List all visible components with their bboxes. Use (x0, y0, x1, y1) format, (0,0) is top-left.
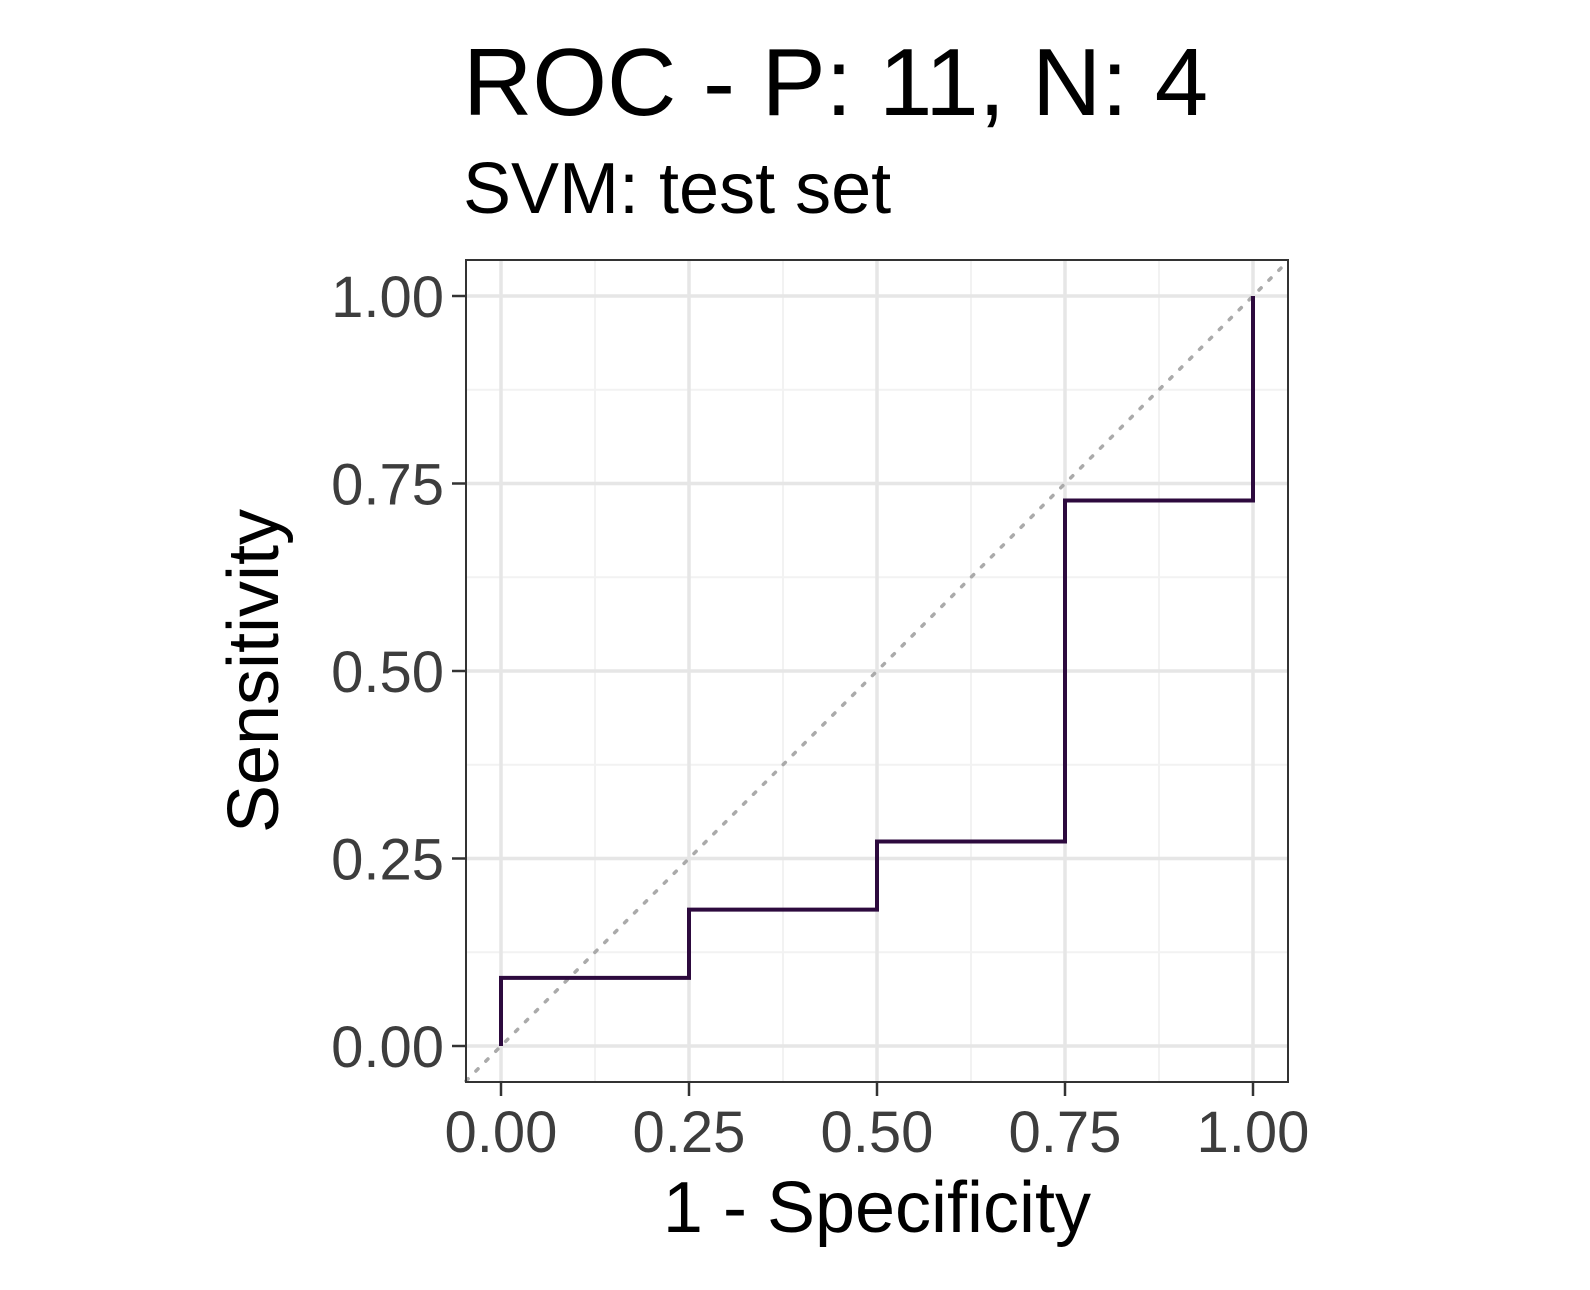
plot-panel (464, 259, 1290, 1083)
y-tick-label: 1.00 (331, 265, 444, 330)
x-tick-label: 0.50 (821, 1100, 934, 1165)
x-axis-title: 1 - Specificity (663, 1168, 1091, 1248)
y-axis: 0.00 0.25 0.50 0.75 1.00 (331, 265, 466, 1080)
y-tick-label: 0.50 (331, 640, 444, 705)
reference-diagonal (464, 259, 1290, 1083)
x-tick-label: 0.00 (445, 1100, 558, 1165)
roc-series (499, 296, 1255, 1046)
chart-subtitle: SVM: test set (463, 149, 891, 229)
x-tick-label: 0.75 (1009, 1100, 1122, 1165)
x-tick-label: 0.25 (633, 1100, 746, 1165)
y-tick-label: 0.75 (331, 453, 444, 518)
diagonal-line (464, 259, 1290, 1083)
x-axis: 0.00 0.25 0.50 0.75 1.00 (445, 1082, 1310, 1165)
chart-title: ROC - P: 11, N: 4 (463, 29, 1208, 136)
y-tick-label: 0.00 (331, 1015, 444, 1080)
y-tick-label: 0.25 (331, 828, 444, 893)
x-tick-label: 1.00 (1197, 1100, 1310, 1165)
y-axis-title: Sensitivity (214, 509, 294, 833)
roc-curve-line (499, 296, 1255, 1046)
